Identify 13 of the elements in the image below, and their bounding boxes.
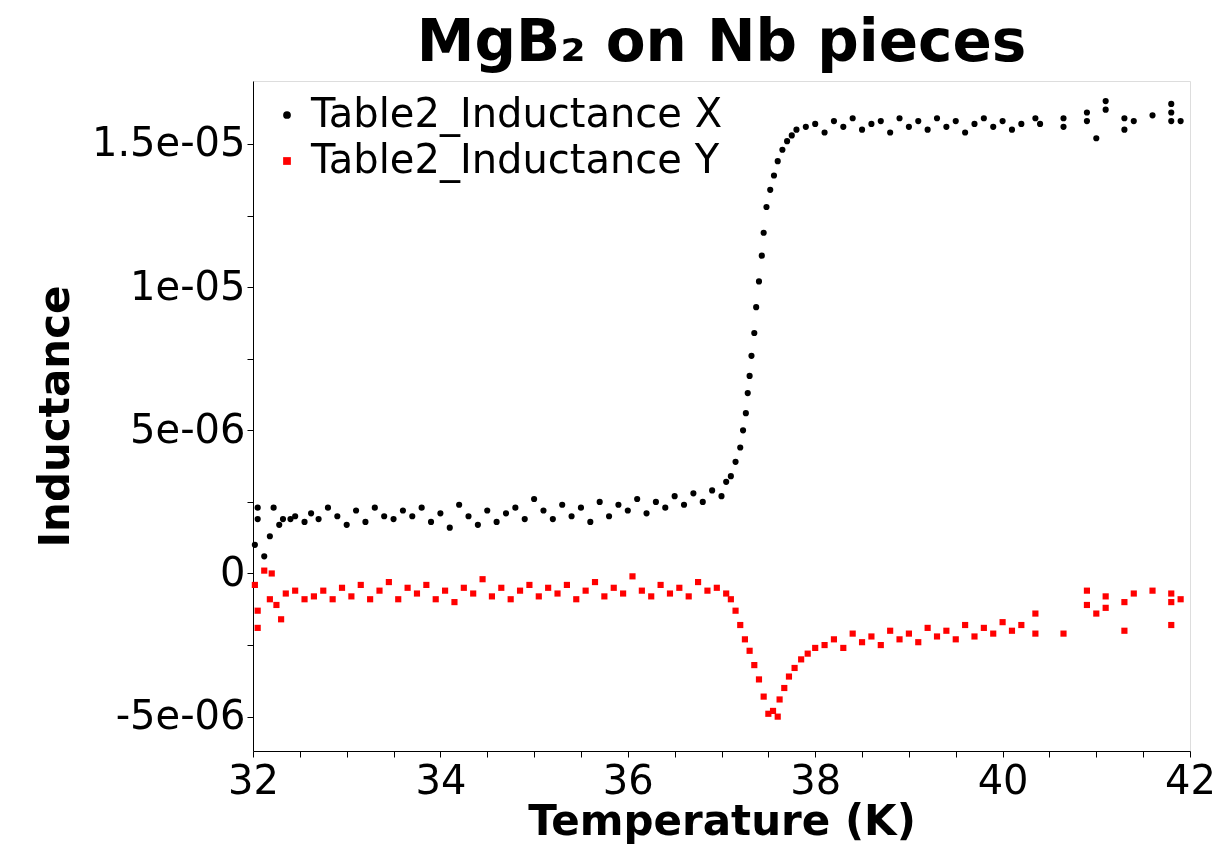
- legend-label: Table2_Inductance Y: [310, 136, 720, 183]
- y-tick-label: 1.5e-05: [91, 119, 246, 166]
- x-tick-label: 34: [415, 756, 467, 803]
- legend-label: Table2_Inductance X: [310, 90, 723, 137]
- y-tick-label: 0: [220, 548, 246, 595]
- x-tick-label: 32: [228, 756, 279, 803]
- chart-title: MgB₂ on Nb pieces: [416, 7, 1027, 75]
- y-tick-label: 1e-05: [130, 262, 246, 309]
- y-axis-title: Inductance: [29, 285, 79, 548]
- y-tick-label: 5e-06: [130, 405, 246, 452]
- y-tick-label: -5e-06: [115, 692, 246, 739]
- x-tick-label: 40: [977, 756, 1029, 803]
- x-tick-label: 42: [1165, 756, 1216, 803]
